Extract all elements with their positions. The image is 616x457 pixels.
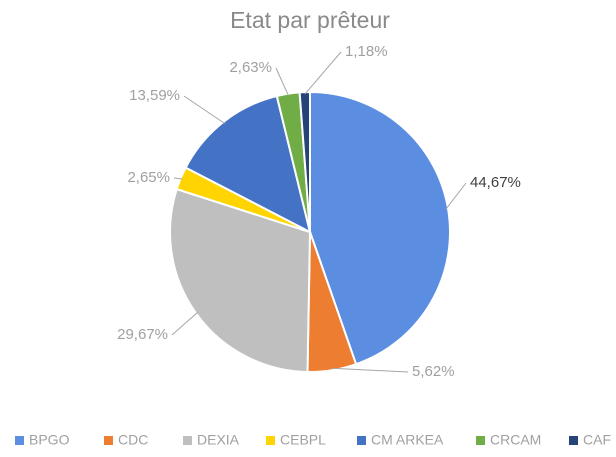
legend-marker [15, 436, 24, 445]
data-label: 5,62% [412, 363, 455, 380]
pie-slice [309, 90, 451, 366]
data-label: 1,18% [345, 43, 388, 60]
legend-label: CEBPL [280, 432, 326, 448]
leader-line [183, 95, 225, 124]
leader-line [275, 67, 289, 96]
legend-label: CRCAM [490, 432, 541, 448]
leader-line [171, 311, 199, 336]
legend-label: CDC [118, 432, 148, 448]
legend-marker [476, 436, 485, 445]
legend-marker [569, 436, 578, 445]
leader-line [304, 51, 342, 95]
pie-slice [298, 90, 311, 233]
chart-title: Etat par prêteur [230, 7, 390, 33]
leader-line [173, 177, 183, 180]
data-label: 29,67% [117, 326, 168, 343]
legend-label: CM ARKEA [371, 432, 444, 448]
legend-marker [266, 436, 275, 445]
pie-slice [184, 94, 312, 234]
data-label: 2,63% [229, 59, 272, 76]
data-label: 13,59% [129, 87, 180, 104]
legend-label: CAF [583, 432, 611, 448]
data-label: 2,65% [127, 169, 170, 186]
data-label: 44,67% [470, 174, 521, 191]
legend-marker [357, 436, 366, 445]
leader-line [445, 182, 467, 210]
legend-label: DEXIA [197, 432, 240, 448]
legend-marker [183, 436, 192, 445]
legend-marker [104, 436, 113, 445]
leader-line [331, 367, 409, 373]
legend-label: BPGO [29, 432, 70, 448]
